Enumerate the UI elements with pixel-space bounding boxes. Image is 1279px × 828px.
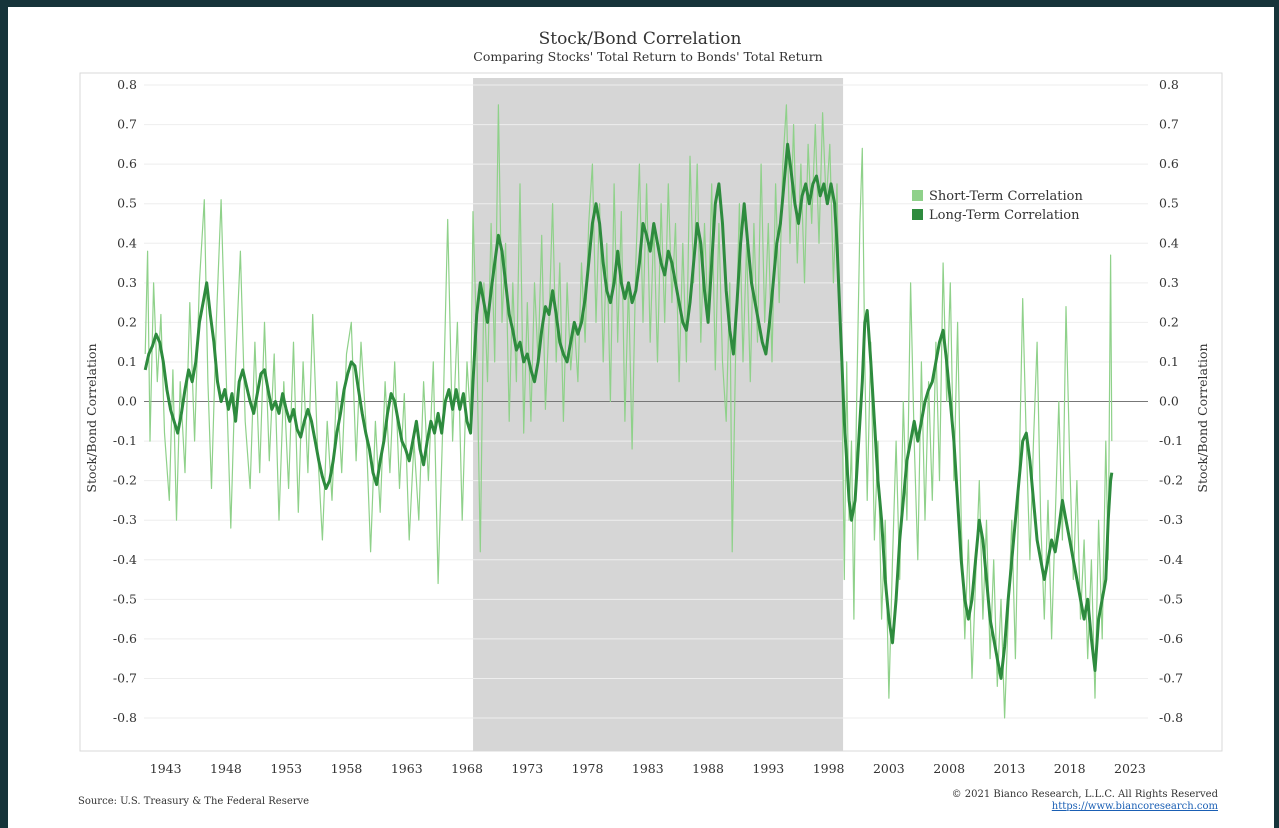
y-tick-label-left: 0.7 — [117, 117, 137, 132]
y-tick-label-left: 0.5 — [117, 196, 137, 211]
x-tick-label: 1988 — [692, 761, 724, 776]
x-ticks: 1943 1948 1953 1958 1963 1968 1973 1978 1983 1988… — [150, 761, 1146, 776]
y-tick-label-left: 0.2 — [117, 314, 137, 329]
series-long-term-line — [143, 142, 1114, 680]
x-tick-label: 2018 — [1054, 761, 1086, 776]
y-tick-label-right: -0.3 — [1159, 512, 1183, 527]
y-tick-label-left: -0.7 — [113, 670, 137, 685]
x-tick-label: 2013 — [993, 761, 1025, 776]
y-tick-label-left: -0.2 — [113, 473, 137, 488]
chart-title: Stock/Bond Correlation — [539, 29, 742, 49]
y-tick-label-left: -0.4 — [113, 552, 137, 567]
y-tick-label-right: 0.5 — [1159, 196, 1179, 211]
legend-label-long: Long-Term Correlation — [929, 208, 1080, 223]
y-tick-label-right: 0.7 — [1159, 117, 1179, 132]
y-tick-label-right: 0.6 — [1159, 156, 1179, 171]
y-tick-label-left: -0.3 — [113, 512, 137, 527]
x-tick-label: 2003 — [873, 761, 905, 776]
chart-subtitle: Comparing Stocks' Total Return to Bonds'… — [473, 49, 823, 64]
x-tick-label: 1963 — [391, 761, 423, 776]
y-tick-label-left: -0.5 — [113, 591, 137, 606]
source-note: Source: U.S. Treasury & The Federal Rese… — [78, 796, 309, 807]
y-tick-label-right: -0.7 — [1159, 670, 1183, 685]
x-tick-label: 2008 — [933, 761, 965, 776]
y-tick-label-left: -0.6 — [113, 631, 137, 646]
y-ticks-left: 0.8 0.7 0.6 0.5 0.4 0.3 0.2 0.1 0.0 -0.1 -0.2 -0.3 -… — [113, 77, 137, 725]
x-tick-label: 1953 — [270, 761, 302, 776]
y-ticks-right: 0.8 0.7 0.6 0.5 0.4 0.3 0.2 0.1 0.0 -0.1 -0.2 -0.3 -… — [1159, 77, 1183, 725]
y-tick-label-right: -0.6 — [1159, 631, 1183, 646]
x-tick-label: 1973 — [511, 761, 543, 776]
x-tick-label: 1943 — [150, 761, 182, 776]
y-tick-label-right: 0.3 — [1159, 275, 1179, 290]
copyright-note: © 2021 Bianco Research, L.L.C. All Right… — [952, 789, 1219, 800]
y-tick-label-left: 0.8 — [117, 77, 137, 92]
y-tick-label-right: -0.1 — [1159, 433, 1183, 448]
legend: Short-Term Correlation Long-Term Correla… — [912, 189, 1084, 223]
y-tick-label-right: -0.2 — [1159, 473, 1183, 488]
legend-swatch-short — [912, 190, 923, 201]
x-tick-label: 1978 — [572, 761, 604, 776]
y-tick-label-left: -0.1 — [113, 433, 137, 448]
x-tick-label: 2023 — [1114, 761, 1146, 776]
y-tick-label-right: 0.8 — [1159, 77, 1179, 92]
shaded-region — [473, 78, 844, 751]
y-tick-label-right: -0.4 — [1159, 552, 1183, 567]
x-tick-label: 1948 — [210, 761, 242, 776]
y-tick-label-left: 0.6 — [117, 156, 137, 171]
chart-svg: Stock/Bond Correlation Comparing Stocks'… — [78, 29, 1223, 812]
y-tick-label-right: -0.8 — [1159, 710, 1183, 725]
y-tick-label-left: 0.3 — [117, 275, 137, 290]
legend-label-short: Short-Term Correlation — [929, 189, 1084, 204]
y-tick-label-right: -0.5 — [1159, 591, 1183, 606]
y-tick-label-right: 0.1 — [1159, 354, 1179, 369]
y-axis-label-left: Stock/Bond Correlation — [84, 343, 99, 492]
x-tick-label: 1993 — [752, 761, 784, 776]
chart-card: Stock/Bond Correlation Comparing Stocks'… — [8, 7, 1274, 828]
x-tick-label: 1968 — [451, 761, 483, 776]
legend-swatch-long — [912, 209, 923, 220]
website-link[interactable]: https://www.biancoresearch.com — [1052, 801, 1219, 812]
y-tick-label-right: 0.0 — [1159, 394, 1179, 409]
y-tick-label-left: 0.4 — [117, 235, 137, 250]
y-tick-label-left: 0.0 — [117, 394, 137, 409]
y-tick-label-left: -0.8 — [113, 710, 137, 725]
x-tick-label: 1958 — [331, 761, 363, 776]
x-tick-label: 1998 — [813, 761, 845, 776]
y-tick-label-right: 0.2 — [1159, 314, 1179, 329]
y-tick-label-left: 0.1 — [117, 354, 137, 369]
x-tick-label: 1983 — [632, 761, 664, 776]
y-axis-label-right: Stock/Bond Correlation — [1195, 343, 1210, 492]
y-tick-label-right: 0.4 — [1159, 235, 1179, 250]
